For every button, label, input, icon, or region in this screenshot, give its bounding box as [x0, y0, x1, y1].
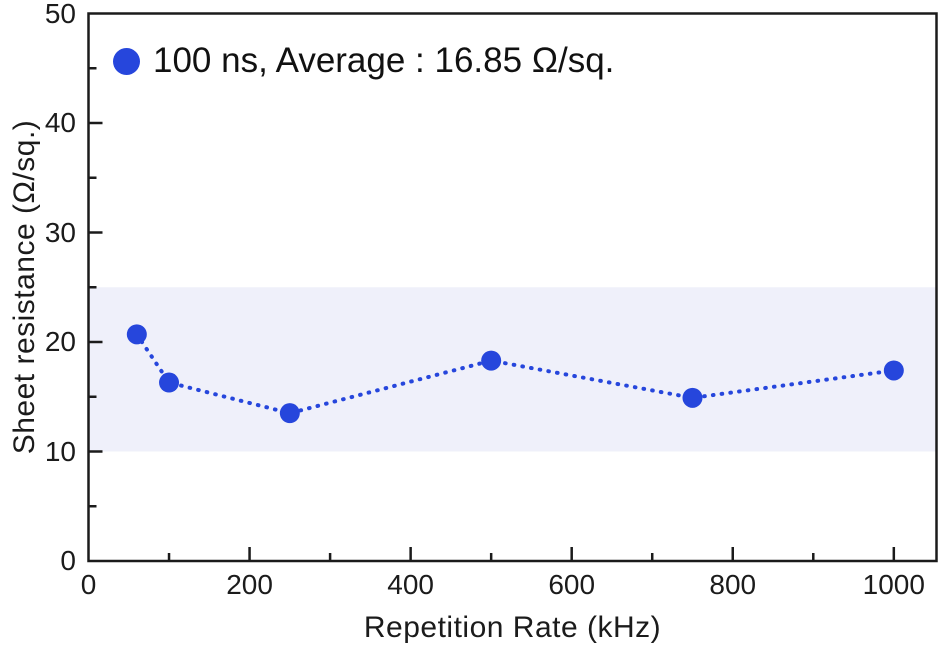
y-tick-label: 10: [44, 435, 76, 467]
x-tick-label: 800: [709, 569, 757, 600]
y-tick-label: 20: [44, 326, 76, 357]
data-point: [126, 324, 147, 345]
data-point: [481, 350, 502, 371]
data-point: [279, 403, 300, 424]
y-tick-label: 0: [60, 545, 76, 576]
x-axis-title: Repetition Rate (kHz): [363, 611, 662, 644]
plot-frame: [87, 12, 938, 563]
y-tick-label: 30: [44, 216, 76, 248]
y-tick-label: 40: [44, 107, 76, 138]
y-axis-title: Sheet resistance (Ω/sq.): [8, 119, 41, 455]
data-point: [883, 360, 904, 381]
data-point: [682, 387, 703, 408]
legend-label: 100 ns, Average : 16.85 Ω/sq.: [153, 41, 615, 80]
average-band: [88, 287, 937, 452]
x-tick-label: 0: [80, 569, 97, 600]
y-tick-label: 50: [44, 0, 76, 29]
legend: 100 ns, Average : 16.85 Ω/sq.: [113, 40, 614, 82]
x-tick-label: 600: [548, 569, 596, 600]
x-tick-label: 400: [387, 569, 434, 600]
x-tick-label: 1000: [862, 569, 925, 600]
x-tick-label: 200: [226, 569, 273, 600]
legend-marker-icon: [113, 47, 140, 75]
data-point: [159, 372, 180, 393]
